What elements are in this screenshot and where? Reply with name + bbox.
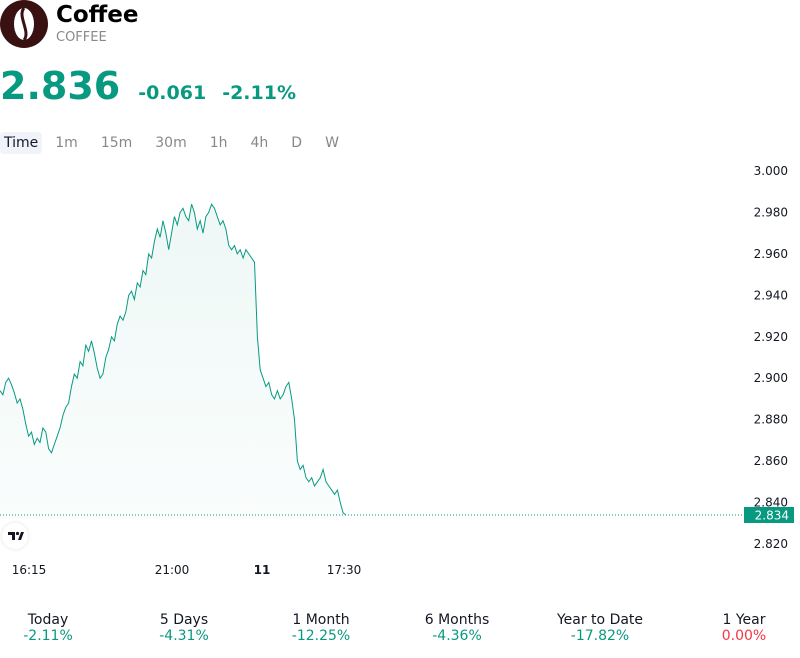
interval-tab-30m[interactable]: 30m (155, 135, 187, 151)
performance-label: 1 Year (722, 612, 766, 628)
ticker-symbol: COFFEE (56, 30, 107, 45)
performance-label: 5 Days (159, 612, 209, 628)
y-axis-tick-label: 2.900 (754, 371, 788, 385)
performance-item[interactable]: Today -2.11% (0, 612, 118, 644)
performance-value: -12.25% (291, 628, 351, 644)
last-price-badge (744, 506, 794, 523)
y-axis-tick-label: 3.000 (754, 164, 788, 178)
performance-item[interactable]: 1 Month -12.25% (251, 612, 391, 644)
y-axis-tick-label: 2.960 (754, 247, 788, 261)
price-row: 2.836 -0.061 -2.11% (0, 64, 296, 108)
performance-item[interactable]: 5 Days -4.31% (114, 612, 254, 644)
x-axis-tick-label: 11 (254, 563, 271, 577)
price-change: -0.061 (138, 82, 207, 104)
performance-value: -4.31% (159, 628, 209, 644)
interval-tab-1m[interactable]: 1m (55, 135, 78, 151)
interval-tab-4h[interactable]: 4h (250, 135, 269, 151)
performance-item[interactable]: 6 Months -4.36% (387, 612, 527, 644)
last-price-label: 2.834 (755, 508, 789, 522)
price-area-fill (0, 204, 346, 518)
interval-tab-15m[interactable]: 15m (100, 135, 133, 151)
interval-tabs: Time 1m 15m 30m 1h 4h D W (0, 132, 358, 154)
x-axis-tick-label: 17:30 (327, 563, 362, 577)
performance-value: -17.82% (570, 628, 630, 644)
performance-label: Today (27, 612, 69, 628)
x-axis-tick-label: 16:15 (12, 563, 47, 577)
performance-label: 1 Month (292, 612, 350, 628)
interval-tab-1h[interactable]: 1h (209, 135, 228, 151)
performance-item[interactable]: 1 Year 0.00% (674, 612, 800, 644)
performance-value: -2.11% (23, 628, 73, 644)
interval-tab-w[interactable]: W (325, 135, 339, 151)
price-change-percent: -2.11% (222, 82, 296, 104)
price-chart[interactable]: 2.834 3.000 2.980 2.960 2.940 2.920 2.900 2.880… (0, 160, 800, 580)
page-title: Coffee (56, 2, 139, 28)
performance-label: Year to Date (556, 612, 644, 628)
y-axis-tick-label: 2.860 (754, 454, 788, 468)
performance-item[interactable]: Year to Date -17.82% (530, 612, 670, 644)
price-line (0, 203, 347, 516)
y-axis-tick-label: 2.980 (754, 205, 788, 219)
interval-tab-d[interactable]: D (291, 135, 303, 151)
y-axis-tick-label: 2.940 (754, 288, 788, 302)
current-price: 2.836 (0, 64, 121, 108)
y-axis-tick-label: 2.880 (754, 413, 788, 427)
x-axis-tick-label: 21:00 (155, 563, 190, 577)
coffee-bean-icon (0, 0, 48, 48)
y-axis-tick-label: 2.840 (754, 496, 788, 510)
interval-tab-time[interactable]: Time (0, 132, 43, 154)
performance-label: 6 Months (424, 612, 490, 628)
performance-value: -4.36% (432, 628, 482, 644)
y-axis-tick-label: 2.820 (754, 537, 788, 551)
tradingview-logo-icon[interactable] (2, 523, 28, 549)
performance-value: 0.00% (721, 628, 767, 644)
y-axis-tick-label: 2.920 (754, 330, 788, 344)
